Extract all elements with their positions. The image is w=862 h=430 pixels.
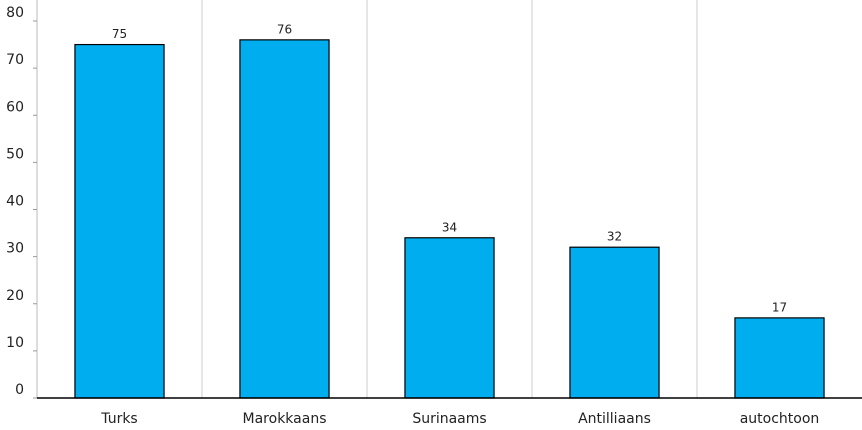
y-tick-label: 20 (6, 288, 24, 304)
y-tick-label: 10 (6, 335, 24, 351)
bar (569, 246, 660, 399)
y-tick-label: 30 (6, 241, 24, 257)
value-label: 75 (112, 27, 127, 41)
value-label: 32 (607, 230, 622, 244)
x-tick-label: Marokkaans (243, 411, 327, 427)
bar (404, 237, 495, 399)
bar (74, 43, 165, 399)
value-label: 17 (772, 300, 787, 314)
value-label: 76 (277, 22, 292, 36)
y-tick-label: 50 (6, 146, 24, 162)
y-tick-label: 0 (15, 382, 24, 398)
y-tick-label: 40 (6, 194, 24, 210)
bar (239, 39, 330, 399)
y-tick-label: 60 (6, 99, 24, 115)
x-tick-label: autochtoon (740, 411, 820, 427)
y-tick-label: 70 (6, 52, 24, 68)
y-tick-label: 80 (6, 5, 24, 21)
x-tick-label: Antilliaans (578, 411, 651, 427)
x-tick-label: Surinaams (412, 411, 486, 427)
value-label: 34 (442, 220, 457, 234)
x-tick-label: Turks (100, 411, 137, 427)
bar (734, 317, 825, 399)
